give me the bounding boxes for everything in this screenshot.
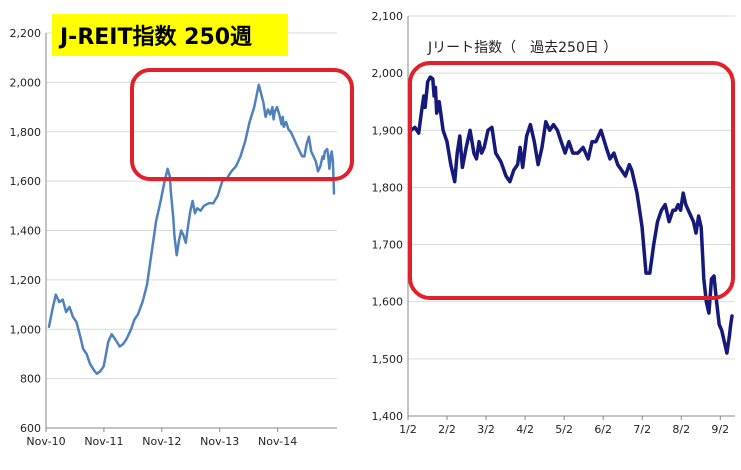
left-highlight-box [130,68,354,181]
x-tick-label: Nov-12 [142,435,181,448]
left-chart-title: J-REIT指数 250週 [58,24,252,50]
x-tick-label: 2/2 [438,423,456,436]
x-tick-label: 4/2 [516,423,534,436]
y-tick-label: 1,200 [10,274,42,287]
right-chart: 1,400 1,500 1,600 1,700 1,800 1,900 2,000 2,100… [372,10,735,436]
x-tick-label: Nov-14 [258,435,297,448]
y-tick-label: 1,600 [10,175,42,188]
left-x-tick-labels: Nov-10 Nov-11 Nov-12 Nov-13 Nov-14 [26,435,297,448]
y-tick-label: 1,400 [372,410,404,423]
x-tick-label: Nov-13 [200,435,239,448]
right-gridlines [408,15,735,360]
left-title-background [52,14,288,56]
series-line [47,83,336,375]
y-tick-label: 2,100 [372,10,404,23]
y-tick-label: 800 [20,373,41,386]
y-tick-label: 1,600 [372,296,404,309]
y-tick-label: 1,800 [372,181,404,194]
y-tick-label: 1,900 [372,124,404,137]
y-tick-label: 2,000 [10,76,42,89]
left-gridlines [46,32,337,380]
x-tick-label: 6/2 [594,423,612,436]
x-tick-label: Nov-10 [26,435,65,448]
left-series [47,83,336,375]
x-tick-label: 9/2 [711,423,729,436]
y-tick-label: 1,400 [10,225,42,238]
x-tick-label: 5/2 [555,423,573,436]
y-tick-label: 1,500 [372,353,404,366]
y-tick-label: 2,000 [372,67,404,80]
x-tick-label: 3/2 [477,423,495,436]
y-tick-label: 1,800 [10,126,42,139]
y-tick-label: 1,000 [10,323,42,336]
right-y-tick-labels: 1,400 1,500 1,600 1,700 1,800 1,900 2,000 2,100 [372,10,404,423]
y-tick-label: 600 [20,422,41,435]
left-axes [45,33,337,432]
x-tick-label: 1/2 [399,423,417,436]
right-series [409,75,734,355]
right-chart-title: Jリート指数（ 過去250日 ） [427,40,617,56]
x-tick-label: 8/2 [672,423,690,436]
y-tick-label: 1,700 [372,239,404,252]
right-axes [407,16,735,420]
left-y-tick-labels: 600 800 1,000 1,200 1,400 1,600 1,800 2,000 2,20… [10,27,42,435]
series-line [409,75,734,355]
x-tick-label: Nov-11 [84,435,123,448]
right-x-tick-labels: 1/2 2/2 3/2 4/2 5/2 6/2 7/2 8/2 9/2 [399,423,729,436]
left-chart: 600 800 1,000 1,200 1,400 1,600 1,800 2,000 2,20… [10,14,354,448]
right-highlight-box [408,61,735,300]
y-tick-label: 2,200 [10,27,42,40]
x-tick-label: 7/2 [633,423,651,436]
